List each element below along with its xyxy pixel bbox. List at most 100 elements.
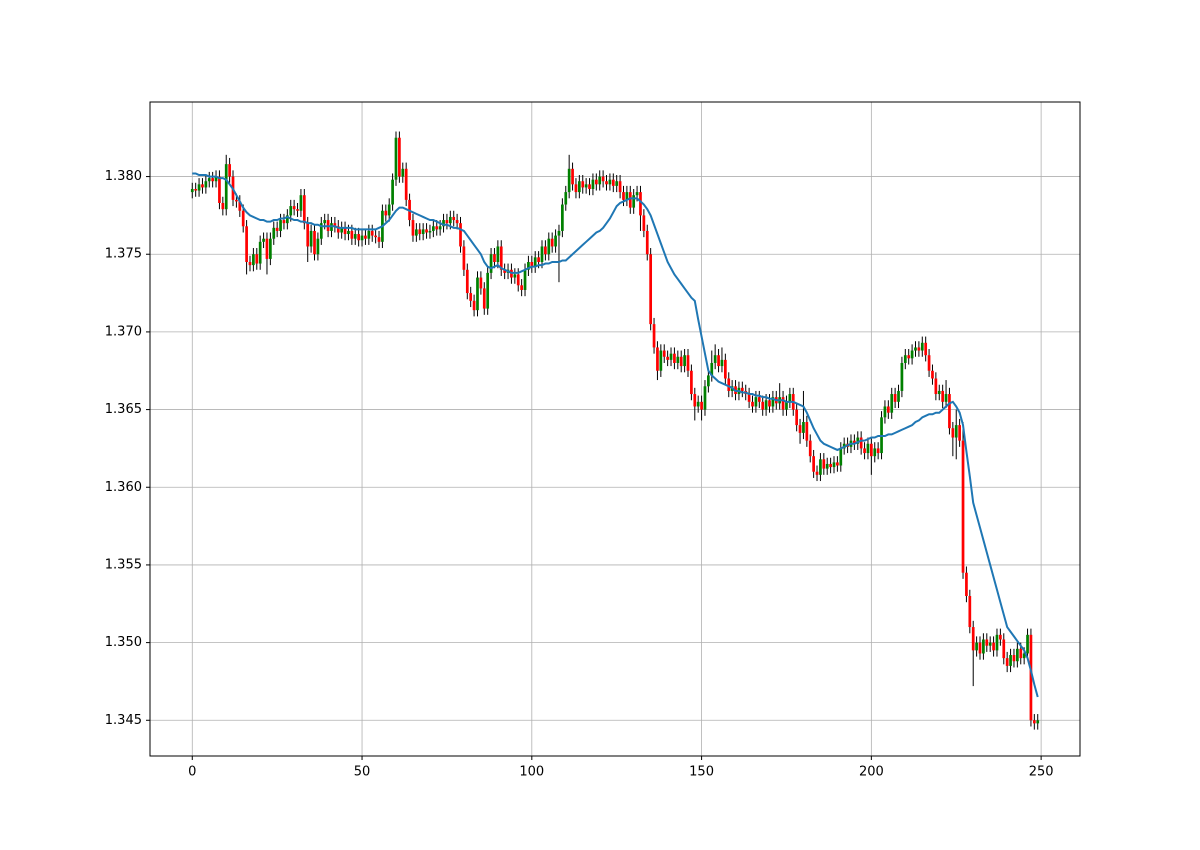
candle-body: [999, 634, 1002, 640]
x-tick-label: 100: [519, 765, 544, 780]
candle-body: [262, 238, 265, 242]
candle-body: [652, 324, 656, 348]
candle-body: [944, 394, 948, 402]
candle-body: [431, 226, 435, 231]
candle-body: [788, 394, 792, 402]
candle-body: [387, 204, 391, 216]
candle-body: [649, 254, 653, 325]
y-tick-label: 1.360: [105, 480, 142, 495]
candle-body: [401, 168, 405, 177]
candle-body: [577, 181, 581, 193]
candle-body: [934, 378, 938, 395]
candle-body: [710, 362, 714, 376]
y-tick-label: 1.345: [105, 713, 142, 728]
candle-body: [632, 195, 636, 208]
candle-body: [245, 226, 248, 263]
candle-body: [707, 375, 710, 387]
candle-body: [917, 347, 921, 351]
candle-body: [836, 462, 839, 466]
candle-body: [883, 406, 887, 418]
candle-body: [472, 300, 476, 311]
candle-body: [886, 406, 890, 413]
moving-average-line: [192, 172, 1039, 698]
candle-body: [520, 285, 523, 290]
y-tick-label: 1.380: [105, 169, 142, 184]
candle-body: [489, 254, 493, 273]
candle-body: [347, 230, 350, 235]
candle-body: [360, 235, 364, 241]
candle-body: [516, 274, 520, 286]
candle-body: [258, 241, 262, 264]
candle-body: [544, 246, 547, 255]
x-tick-label: 150: [689, 765, 714, 780]
candle-body: [594, 179, 598, 185]
candle-body: [771, 397, 775, 407]
candle-body: [459, 223, 462, 247]
candle-body: [642, 215, 646, 231]
candle-body: [798, 425, 802, 433]
candle-body: [235, 199, 238, 202]
candle-body: [313, 230, 316, 255]
candle-body: [982, 639, 985, 654]
candle-body: [567, 168, 571, 193]
candle-body: [323, 220, 327, 224]
candle-body: [903, 355, 907, 363]
candle-body: [241, 210, 245, 227]
candle-body: [421, 229, 425, 235]
candle-body: [591, 179, 595, 189]
candle-body: [659, 350, 663, 371]
candle-body: [194, 188, 198, 191]
candle-body: [384, 210, 388, 216]
candle-body: [425, 229, 428, 233]
plot-area: [190, 131, 1040, 730]
candle-body: [350, 230, 354, 239]
candle-body: [866, 443, 870, 454]
candle-body: [958, 425, 961, 441]
candle-body: [893, 394, 897, 402]
candle-body: [679, 356, 683, 367]
candle-body: [571, 168, 574, 185]
candle-body: [754, 397, 758, 407]
candle-body: [503, 269, 507, 273]
candle-body: [1015, 648, 1019, 662]
ticks: 0 50 100 150 200 250 1.345 1.350 1.355 1.360 1.365…: [105, 169, 1054, 779]
candle-body: [476, 277, 479, 311]
candle-body: [428, 230, 432, 233]
axes-frame: [149, 101, 1081, 757]
candle-body: [985, 639, 989, 646]
candle-body: [1026, 634, 1029, 654]
candle-body: [1002, 639, 1006, 659]
candle-body: [669, 353, 673, 360]
candle-body: [442, 220, 445, 227]
candle-body: [1029, 634, 1033, 721]
candle-body: [605, 181, 608, 185]
candle-body: [479, 277, 483, 289]
candle-body: [1032, 720, 1036, 724]
candle-body: [292, 206, 296, 210]
candle-body: [615, 181, 619, 186]
candle-body: [673, 353, 676, 363]
candle-body: [415, 229, 418, 236]
candle-body: [740, 387, 744, 391]
candle-body: [445, 220, 449, 224]
candle-body: [190, 188, 194, 193]
candle-body: [1012, 655, 1016, 662]
candle-body: [255, 254, 259, 264]
candle-body: [204, 181, 208, 188]
candle-body: [561, 204, 564, 231]
candle-body: [869, 443, 873, 457]
candle-body: [808, 440, 812, 457]
candle-body: [465, 269, 469, 294]
x-tick-label: 50: [354, 765, 371, 780]
candle-body: [540, 246, 544, 263]
candle-body: [693, 394, 697, 407]
candle-body: [608, 179, 612, 185]
candle-body: [931, 370, 934, 379]
candle-body: [279, 220, 282, 231]
candle-body: [374, 235, 377, 238]
candle-body: [1009, 655, 1012, 666]
candle-body: [418, 229, 422, 235]
candle-body: [438, 226, 442, 230]
candle-body: [639, 192, 642, 216]
